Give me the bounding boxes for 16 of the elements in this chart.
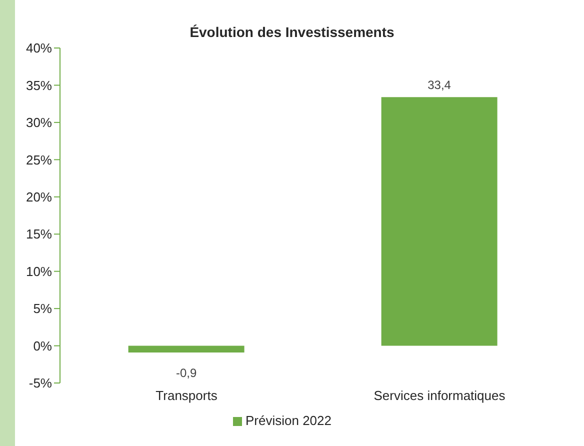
y-tick-label: 5% (33, 301, 52, 316)
y-tick-label: -5% (28, 376, 52, 391)
data-label: 33,4 (428, 78, 452, 92)
y-tick-label: 40% (26, 40, 52, 56)
x-tick-label: Transports (156, 388, 218, 404)
legend-label: Prévision 2022 (246, 413, 332, 428)
x-tick-label: Services informatiques (374, 388, 506, 404)
data-label: -0,9 (176, 366, 197, 380)
chart-title: Évolution des Investissements (188, 24, 396, 40)
y-tick-label: 20% (26, 190, 52, 205)
y-tick-label: 0% (33, 338, 52, 354)
y-tick-label: 15% (26, 226, 52, 242)
y-tick-label: 25% (26, 152, 52, 168)
y-tick-label: 10% (26, 264, 52, 279)
y-tick-label: 35% (26, 78, 52, 93)
y-tick-label: 30% (26, 115, 52, 130)
